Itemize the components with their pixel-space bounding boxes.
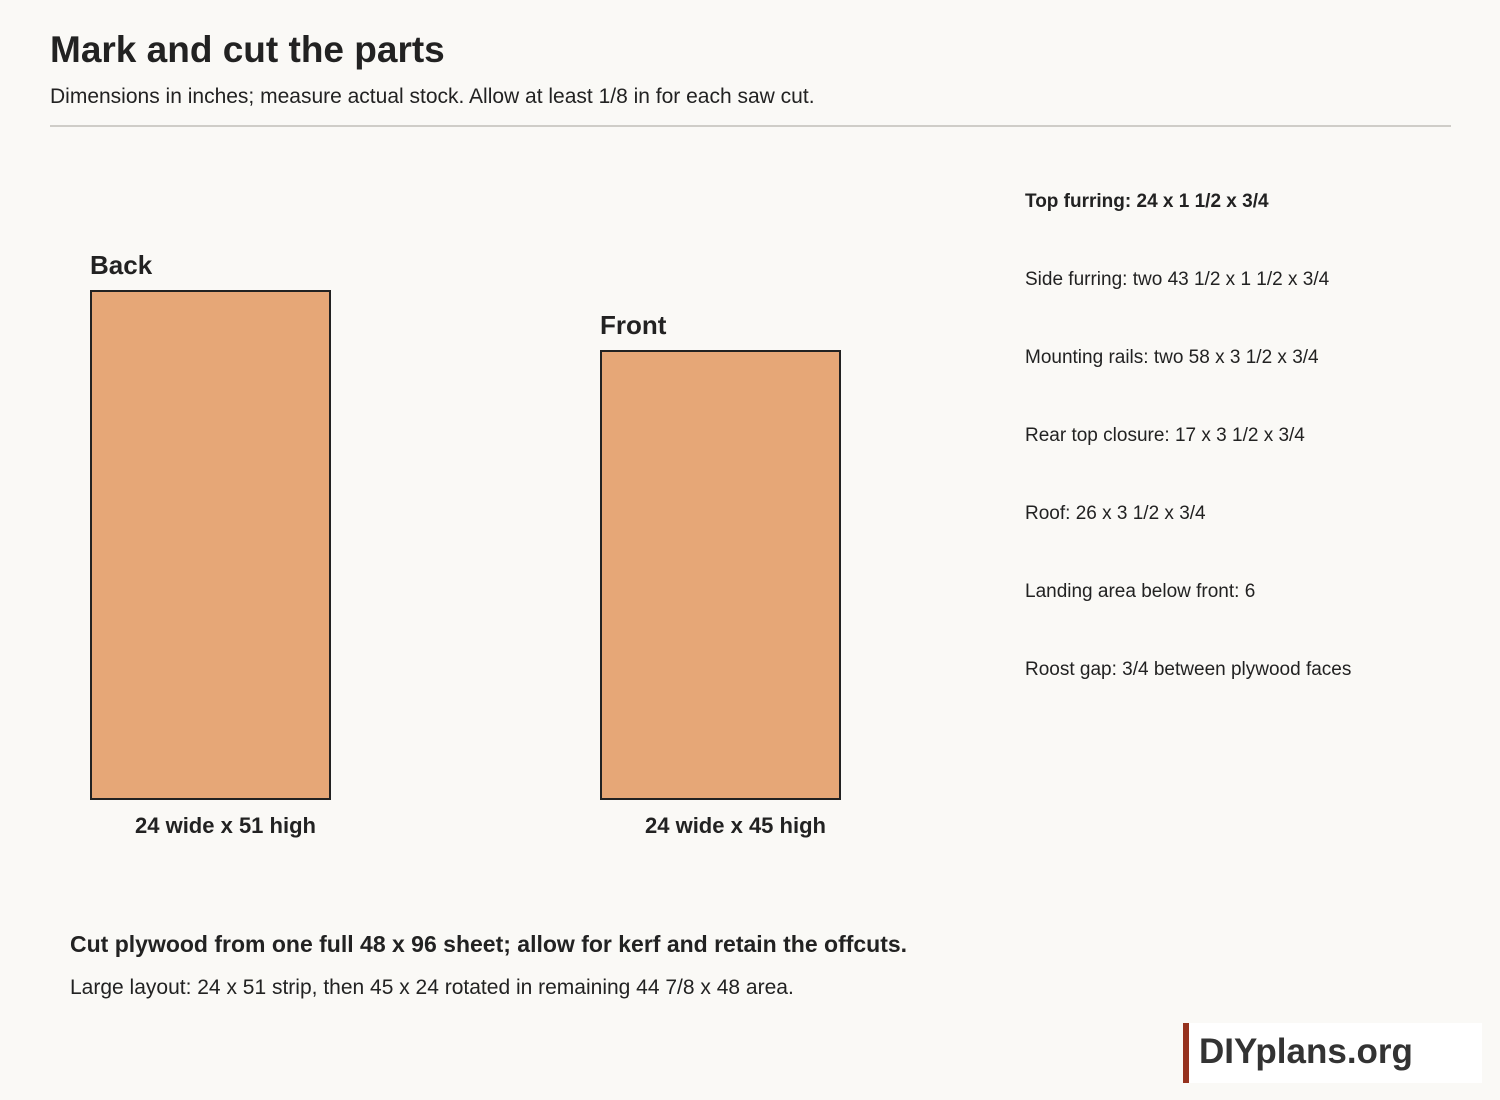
cut-note: Cut plywood from one full 48 x 96 sheet;… [70,931,908,957]
back-panel-dimensions: 24 wide x 51 high [135,813,316,838]
layout-note: Large layout: 24 x 51 strip, then 45 x 2… [70,976,794,999]
page-title: Mark and cut the parts [50,29,445,70]
spec-roof: Roof: 26 x 3 1/2 x 3/4 [1025,503,1206,524]
back-panel-label: Back [90,250,153,280]
spec-top-furring: Top furring: 24 x 1 1/2 x 3/4 [1025,191,1269,212]
brand-logo-text: DIYplans.org [1199,1032,1413,1071]
spec-side-furring: Side furring: two 43 1/2 x 1 1/2 x 3/4 [1025,269,1330,290]
spec-roost-gap: Roost gap: 3/4 between plywood faces [1025,659,1352,680]
header-divider [50,125,1451,127]
spec-mounting-rails: Mounting rails: two 58 x 3 1/2 x 3/4 [1025,347,1319,368]
back-panel-shape [90,290,331,800]
brand-badge: DIYplans.org [1183,1023,1482,1083]
front-panel-shape [600,350,841,800]
page-subtitle: Dimensions in inches; measure actual sto… [50,85,815,108]
front-panel-dimensions: 24 wide x 45 high [645,813,826,838]
front-panel-label: Front [600,310,667,340]
spec-rear-top-closure: Rear top closure: 17 x 3 1/2 x 3/4 [1025,425,1305,446]
spec-landing-area: Landing area below front: 6 [1025,581,1256,602]
